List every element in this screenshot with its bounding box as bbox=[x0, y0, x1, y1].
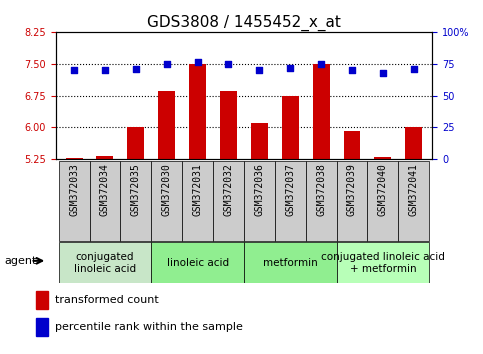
Bar bbox=[244, 161, 275, 241]
Text: GSM372038: GSM372038 bbox=[316, 164, 326, 216]
Point bbox=[256, 67, 263, 73]
Bar bbox=[89, 161, 120, 241]
Bar bbox=[58, 242, 151, 283]
Text: GSM372032: GSM372032 bbox=[224, 164, 233, 216]
Bar bbox=[374, 157, 391, 159]
Bar bbox=[120, 161, 151, 241]
Bar bbox=[189, 64, 206, 159]
Bar bbox=[151, 242, 244, 283]
Text: GSM372033: GSM372033 bbox=[69, 164, 79, 216]
Point bbox=[101, 67, 109, 73]
Bar bbox=[36, 318, 48, 336]
Bar bbox=[337, 161, 368, 241]
Text: conjugated
linoleic acid: conjugated linoleic acid bbox=[74, 252, 136, 274]
Point bbox=[132, 66, 140, 72]
Point bbox=[410, 66, 418, 72]
Point bbox=[286, 65, 294, 70]
Bar bbox=[306, 161, 337, 241]
Text: percentile rank within the sample: percentile rank within the sample bbox=[55, 322, 242, 332]
Bar bbox=[343, 131, 360, 159]
Bar bbox=[251, 123, 268, 159]
Point bbox=[163, 61, 170, 67]
Bar bbox=[313, 64, 329, 159]
Point bbox=[194, 59, 201, 65]
Text: GSM372034: GSM372034 bbox=[100, 164, 110, 216]
Text: GSM372039: GSM372039 bbox=[347, 164, 357, 216]
Bar bbox=[220, 91, 237, 159]
Text: linoleic acid: linoleic acid bbox=[167, 258, 228, 268]
Title: GDS3808 / 1455452_x_at: GDS3808 / 1455452_x_at bbox=[147, 14, 341, 30]
Bar bbox=[275, 161, 306, 241]
Point bbox=[348, 67, 356, 73]
Text: GSM372040: GSM372040 bbox=[378, 164, 388, 216]
Text: agent: agent bbox=[4, 256, 37, 266]
Bar bbox=[213, 161, 244, 241]
Bar bbox=[282, 96, 298, 159]
Bar bbox=[36, 291, 48, 309]
Bar bbox=[58, 161, 89, 241]
Point bbox=[317, 61, 325, 67]
Bar bbox=[405, 127, 422, 159]
Point bbox=[379, 70, 387, 75]
Bar bbox=[66, 158, 83, 159]
Text: GSM372031: GSM372031 bbox=[193, 164, 202, 216]
Text: GSM372036: GSM372036 bbox=[255, 164, 264, 216]
Text: metformin: metformin bbox=[263, 258, 318, 268]
Bar bbox=[158, 91, 175, 159]
Text: GSM372030: GSM372030 bbox=[162, 164, 172, 216]
Point bbox=[70, 67, 78, 73]
Point bbox=[225, 61, 232, 67]
Bar bbox=[151, 161, 182, 241]
Text: GSM372041: GSM372041 bbox=[409, 164, 419, 216]
Text: GSM372035: GSM372035 bbox=[131, 164, 141, 216]
Bar bbox=[337, 242, 429, 283]
Bar bbox=[368, 161, 398, 241]
Bar bbox=[97, 156, 114, 159]
Text: transformed count: transformed count bbox=[55, 295, 158, 305]
Bar bbox=[244, 242, 337, 283]
Bar bbox=[398, 161, 429, 241]
Text: conjugated linoleic acid
+ metformin: conjugated linoleic acid + metformin bbox=[321, 252, 445, 274]
Bar bbox=[128, 127, 144, 159]
Text: GSM372037: GSM372037 bbox=[285, 164, 295, 216]
Bar bbox=[182, 161, 213, 241]
